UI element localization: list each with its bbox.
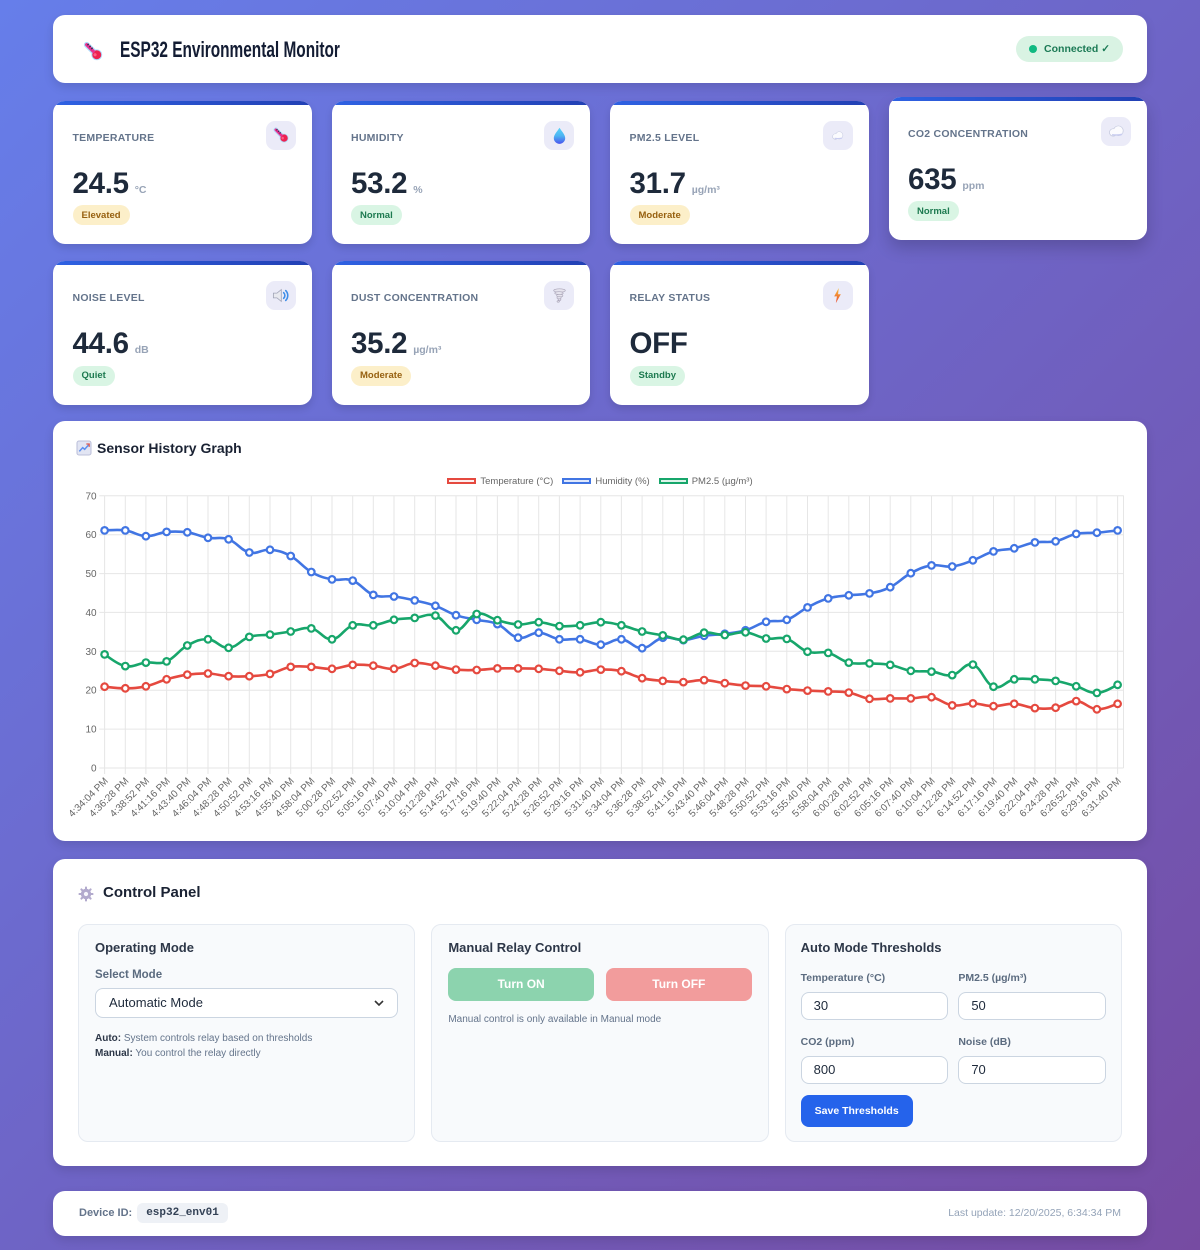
svg-text:0: 0	[91, 763, 97, 774]
svg-text:30: 30	[85, 646, 97, 657]
svg-text:50: 50	[85, 569, 97, 580]
svg-text:60: 60	[85, 530, 97, 541]
svg-text:10: 10	[85, 724, 97, 735]
svg-text:20: 20	[85, 685, 97, 696]
svg-text:70: 70	[85, 491, 97, 502]
svg-text:40: 40	[85, 607, 97, 618]
